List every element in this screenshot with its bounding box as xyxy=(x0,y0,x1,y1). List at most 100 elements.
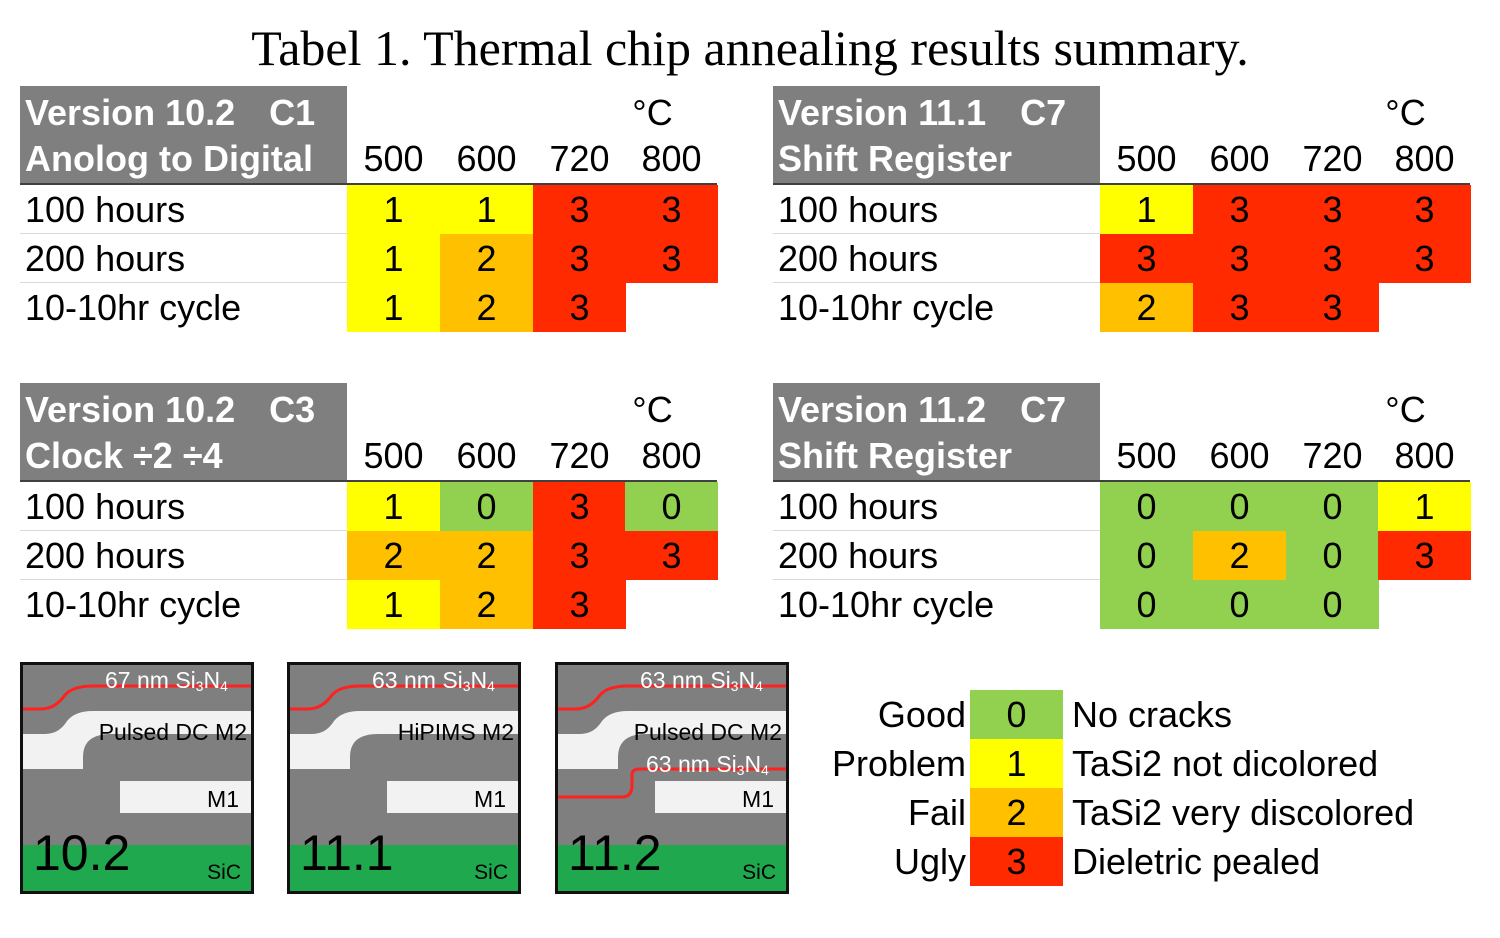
score-cell: 3 xyxy=(533,531,626,580)
score-cell: 3 xyxy=(1286,283,1379,332)
score-cell: 1 xyxy=(440,185,533,234)
stack-diagram-11-2: 63 nm Si3N4 Pulsed DC M2 63 nm Si3N4 M1 … xyxy=(555,662,789,894)
stack-diagram-11-1: 63 nm Si3N4 HiPIMS M2 M1 11.1 SiC xyxy=(287,662,521,894)
circuit-label: Clock ÷2 ÷4 xyxy=(25,435,223,476)
score-cell: 1 xyxy=(347,482,440,531)
m1-label: M1 xyxy=(742,786,774,812)
m1-metal-layer xyxy=(120,781,251,813)
row-divider xyxy=(773,282,1100,283)
legend-code: 0 xyxy=(970,690,1063,739)
sic-substrate xyxy=(23,845,251,891)
top-nitride-line xyxy=(558,684,786,711)
sic-substrate xyxy=(558,845,786,891)
chip-label: C7 xyxy=(1020,92,1067,133)
temp-header: 500 xyxy=(363,435,424,476)
temp-header: 720 xyxy=(1302,435,1363,476)
mid-nitride-label: 63 nm Si3N4 xyxy=(646,751,769,778)
row-label: 200 hours xyxy=(25,535,186,576)
score-cell xyxy=(1378,283,1471,332)
temperature-unit: °C xyxy=(1385,389,1426,430)
score-cell: 3 xyxy=(1378,234,1471,283)
score-cell: 3 xyxy=(625,185,718,234)
legend-code: 2 xyxy=(970,788,1063,837)
top-nitride-line xyxy=(290,684,518,711)
score-cell: 0 xyxy=(1286,580,1379,629)
legend-name: Fail xyxy=(907,792,966,833)
sic-label: SiC xyxy=(207,861,241,884)
score-cell: 3 xyxy=(1193,185,1286,234)
m1-label: M1 xyxy=(207,786,239,812)
score-cell: 0 xyxy=(1193,482,1286,531)
stack-cross-section xyxy=(290,684,518,891)
table-row: 200 hours 1 2 3 3 xyxy=(20,234,718,283)
temp-header: 800 xyxy=(641,138,702,179)
score-cell xyxy=(625,580,718,629)
table-row: 200 hours 3 3 3 3 xyxy=(773,234,1471,283)
temp-header: 500 xyxy=(1116,435,1177,476)
score-cell: 2 xyxy=(440,580,533,629)
stack-cross-section xyxy=(558,684,786,891)
m1-metal-layer xyxy=(387,781,518,813)
row-divider xyxy=(773,530,1100,531)
score-cell: 3 xyxy=(533,283,626,332)
version-label: Version 11.1 xyxy=(778,92,987,133)
row-label: 10-10hr cycle xyxy=(25,584,242,625)
table-row: 100 hours 1 3 3 3 xyxy=(773,185,1471,234)
row-divider xyxy=(773,579,1100,580)
row-label: 100 hours xyxy=(778,189,939,230)
table-row: 10-10hr cycle 1 2 3 xyxy=(20,580,717,629)
row-divider xyxy=(20,579,347,580)
m2-label: Pulsed DC M2 xyxy=(98,719,247,745)
m1-metal-layer xyxy=(655,781,786,813)
score-cell: 1 xyxy=(347,234,440,283)
version-label: Version 10.2 xyxy=(25,92,236,133)
header-divider xyxy=(773,480,1470,482)
legend-row: Good 0 No cracks xyxy=(800,690,1460,739)
row-label: 100 hours xyxy=(778,486,939,527)
row-divider xyxy=(20,233,347,234)
score-cell: 0 xyxy=(1193,580,1286,629)
score-cell xyxy=(625,283,718,332)
legend-code: 3 xyxy=(970,837,1063,886)
legend-description: TaSi2 very discolored xyxy=(1072,792,1415,833)
top-nitride-label: 67 nm Si3N4 xyxy=(105,667,228,694)
table-header-block: Version 11.2 C7 Shift Register xyxy=(773,383,1100,480)
version-number: 10.2 xyxy=(33,825,131,881)
top-nitride-line xyxy=(23,684,251,711)
temperature-unit: °C xyxy=(632,92,673,133)
circuit-label: Anolog to Digital xyxy=(25,138,313,179)
chip-label: C3 xyxy=(269,389,316,430)
score-cell: 0 xyxy=(1286,531,1379,580)
score-cell: 3 xyxy=(1193,234,1286,283)
score-cell: 2 xyxy=(440,283,533,332)
stack-cross-section xyxy=(23,684,251,891)
m2-label: Pulsed DC M2 xyxy=(633,719,782,745)
temp-header: 800 xyxy=(641,435,702,476)
header-divider xyxy=(773,183,1470,185)
score-cell: 3 xyxy=(1286,185,1379,234)
score-cell: 0 xyxy=(1100,531,1193,580)
table-row: 10-10hr cycle 2 3 3 xyxy=(773,283,1470,332)
temp-header: 720 xyxy=(549,138,610,179)
temp-header: 500 xyxy=(363,138,424,179)
score-cell: 3 xyxy=(533,234,626,283)
sic-label: SiC xyxy=(742,861,776,884)
row-label: 200 hours xyxy=(25,238,186,279)
score-cell: 1 xyxy=(1378,482,1471,531)
temp-header: 500 xyxy=(1116,138,1177,179)
score-cell: 1 xyxy=(347,580,440,629)
legend-description: TaSi2 not dicolored xyxy=(1072,743,1379,784)
table-row: 10-10hr cycle 0 0 0 xyxy=(773,580,1470,629)
temp-header: 600 xyxy=(456,138,517,179)
legend-row: Fail 2 TaSi2 very discolored xyxy=(800,788,1460,837)
version-label: Version 10.2 xyxy=(25,389,236,430)
score-cell: 1 xyxy=(347,185,440,234)
score-cell: 3 xyxy=(533,580,626,629)
temp-header: 720 xyxy=(549,435,610,476)
legend-name: Good xyxy=(877,694,966,735)
table-row: 200 hours 2 2 3 3 xyxy=(20,531,718,580)
temp-header: 600 xyxy=(456,435,517,476)
row-label: 10-10hr cycle xyxy=(778,584,995,625)
row-divider xyxy=(20,530,347,531)
row-label: 100 hours xyxy=(25,189,186,230)
